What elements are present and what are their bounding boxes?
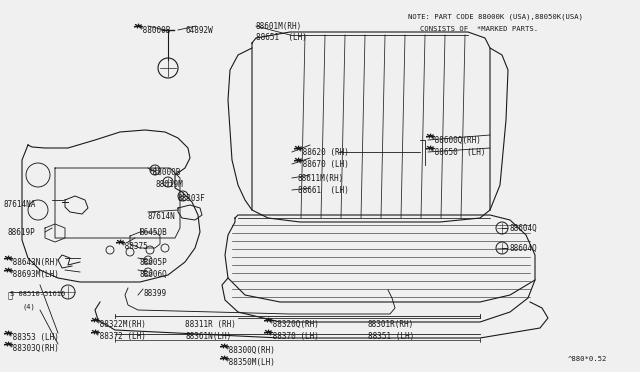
Text: 88019M: 88019M <box>155 180 183 189</box>
Text: *88350M(LH): *88350M(LH) <box>224 358 275 367</box>
Text: *88303Q(RH): *88303Q(RH) <box>8 344 59 353</box>
Text: *88353 (LH): *88353 (LH) <box>8 333 59 342</box>
Text: 88619P: 88619P <box>8 228 36 237</box>
Text: 88601M(RH): 88601M(RH) <box>256 22 302 31</box>
Text: *88370 (LH): *88370 (LH) <box>268 332 319 341</box>
Text: *88000B: *88000B <box>138 26 170 35</box>
Text: *88372 (LH): *88372 (LH) <box>95 332 146 341</box>
Text: *88670 (LH): *88670 (LH) <box>298 160 349 169</box>
Text: 88604Q: 88604Q <box>509 224 537 233</box>
Text: NOTE: PART CODE 88000K (USA),88050K(USA): NOTE: PART CODE 88000K (USA),88050K(USA) <box>408 14 583 20</box>
Text: 88604Q: 88604Q <box>509 244 537 253</box>
Text: *88000B: *88000B <box>148 168 180 177</box>
Text: 88311R (RH): 88311R (RH) <box>185 320 236 329</box>
Text: 88651  (LH): 88651 (LH) <box>256 33 307 42</box>
Text: 64892W: 64892W <box>185 26 212 35</box>
Text: *88375: *88375 <box>120 242 148 251</box>
Text: CONSISTS OF  *MARKED PARTS.: CONSISTS OF *MARKED PARTS. <box>420 26 538 32</box>
Text: 87614NA: 87614NA <box>4 200 36 209</box>
Text: *88600Q(RH): *88600Q(RH) <box>430 136 481 145</box>
Text: 88605P: 88605P <box>140 258 168 267</box>
Text: *88693M(LH): *88693M(LH) <box>8 270 59 279</box>
Text: *88650  (LH): *88650 (LH) <box>430 148 486 157</box>
Text: 88661  (LH): 88661 (LH) <box>298 186 349 195</box>
Text: *88300Q(RH): *88300Q(RH) <box>224 346 275 355</box>
Text: ^880*0.52: ^880*0.52 <box>568 356 607 362</box>
Text: 88301R(RH): 88301R(RH) <box>368 320 414 329</box>
Text: 88399: 88399 <box>143 289 166 298</box>
Text: S 08510-51610: S 08510-51610 <box>10 291 65 297</box>
Text: (4): (4) <box>22 304 35 311</box>
Text: 86450B: 86450B <box>140 228 168 237</box>
Text: 88303F: 88303F <box>178 194 205 203</box>
Text: 88611M(RH): 88611M(RH) <box>298 174 344 183</box>
Text: 88351 (LH): 88351 (LH) <box>368 332 414 341</box>
Text: 87614N: 87614N <box>148 212 176 221</box>
Text: *88320Q(RH): *88320Q(RH) <box>268 320 319 329</box>
Text: *88620 (RH): *88620 (RH) <box>298 148 349 157</box>
Text: *88322M(RH): *88322M(RH) <box>95 320 146 329</box>
Text: 88606Q: 88606Q <box>140 270 168 279</box>
Text: *88643N(RH): *88643N(RH) <box>8 258 59 267</box>
Text: 88361N(LH): 88361N(LH) <box>185 332 231 341</box>
Text: Ⓢ: Ⓢ <box>8 291 13 300</box>
